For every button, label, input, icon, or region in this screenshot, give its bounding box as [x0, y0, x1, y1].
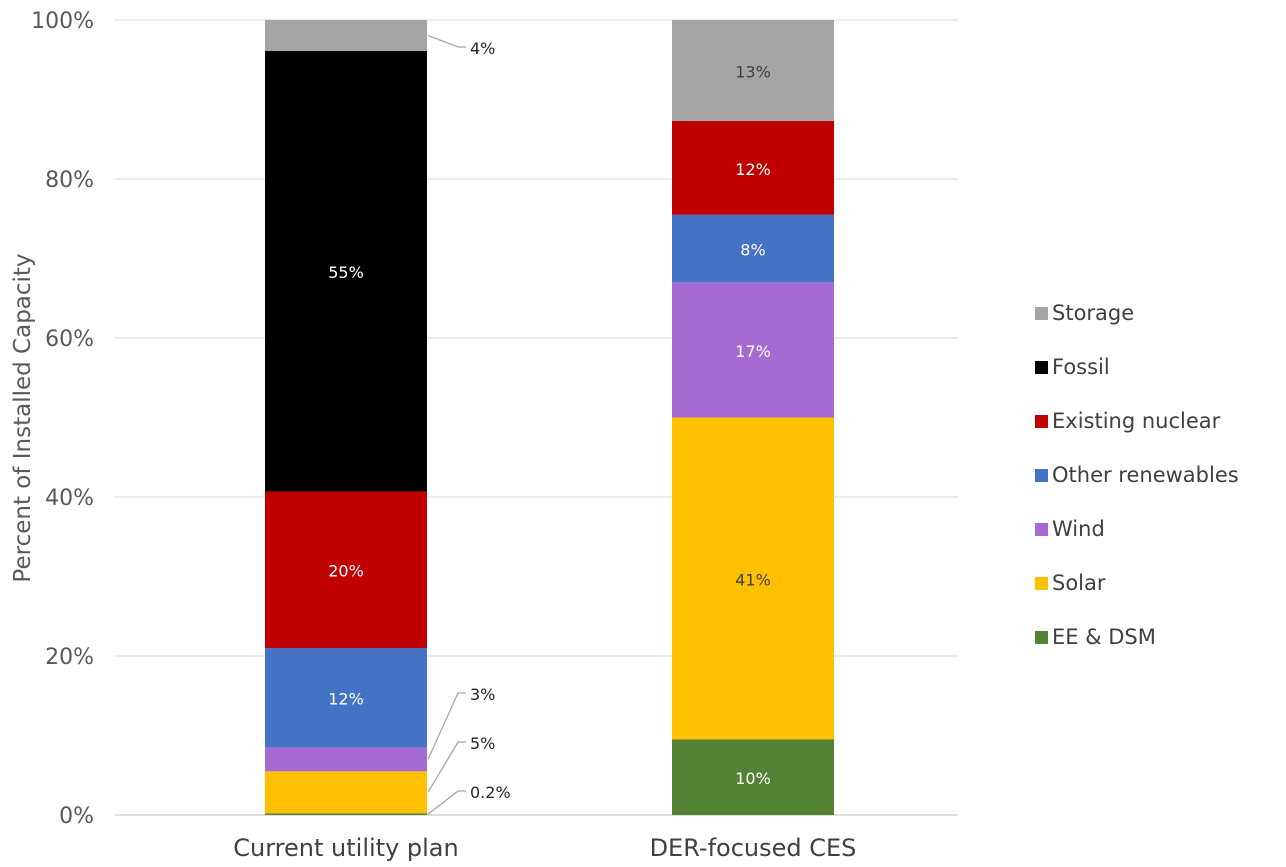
leader-line — [427, 741, 466, 793]
data-label: 3% — [470, 685, 495, 704]
legend-label: Fossil — [1052, 355, 1110, 379]
data-labels: 12% 20% 55% 10% 41% 17% 8% 12% 13% 4% 3% 5% 0.2% — [328, 39, 771, 802]
legend-swatch — [1035, 469, 1048, 482]
legend: Storage Fossil Existing nuclear Other renew… — [1035, 301, 1239, 649]
y-tick-label: 40% — [45, 486, 94, 511]
bar-segment — [265, 648, 427, 748]
bar-segment — [672, 417, 834, 740]
leader-lines — [427, 34, 466, 815]
legend-label: Existing nuclear — [1052, 409, 1221, 433]
data-label: 17% — [735, 342, 771, 361]
leader-line — [427, 790, 466, 815]
x-axis-categories: Current utility plan DER-focused CES — [233, 834, 856, 862]
legend-swatch — [1035, 361, 1048, 374]
leader-line — [427, 692, 466, 760]
data-label: 13% — [735, 62, 771, 81]
legend-label: Other renewables — [1052, 463, 1239, 487]
bar-segment — [672, 20, 834, 121]
y-tick-label: 100% — [31, 9, 94, 34]
y-tick-label: 60% — [45, 327, 94, 352]
data-label: 0.2% — [470, 783, 511, 802]
y-tick-label: 20% — [45, 645, 94, 670]
legend-swatch — [1035, 415, 1048, 428]
legend-swatch — [1035, 631, 1048, 644]
y-axis-label: Percent of Installed Capacity — [10, 253, 36, 582]
data-label: 10% — [735, 769, 771, 788]
data-label: 55% — [328, 263, 364, 282]
x-category-label: Current utility plan — [233, 834, 458, 862]
leader-line — [427, 34, 466, 48]
data-label: 12% — [328, 690, 364, 709]
data-label: 5% — [470, 734, 495, 753]
bar-segment — [265, 747, 427, 772]
y-axis-ticks: 0% 20% 40% 60% 80% 100% — [31, 9, 94, 829]
bar-segment — [672, 282, 834, 418]
legend-label: Wind — [1052, 517, 1105, 541]
legend-swatch — [1035, 307, 1048, 320]
data-label: 4% — [470, 39, 495, 58]
legend-label: Solar — [1052, 571, 1106, 595]
bars — [265, 20, 834, 815]
bar-segment — [265, 51, 427, 492]
bar-segment — [265, 491, 427, 649]
legend-label: Storage — [1052, 301, 1134, 325]
data-label: 12% — [735, 160, 771, 179]
data-label: 8% — [740, 241, 765, 260]
bar-segment — [672, 214, 834, 283]
bar-segment — [265, 771, 427, 814]
bar-segment — [672, 120, 834, 215]
y-tick-label: 0% — [59, 804, 94, 829]
x-category-label: DER-focused CES — [650, 834, 857, 862]
data-label: 20% — [328, 562, 364, 581]
legend-swatch — [1035, 523, 1048, 536]
bar-segment — [265, 20, 427, 52]
bar-segment — [672, 739, 834, 815]
bar-segment — [265, 813, 427, 815]
legend-swatch — [1035, 577, 1048, 590]
y-tick-label: 80% — [45, 168, 94, 193]
legend-label: EE & DSM — [1052, 625, 1156, 649]
data-label: 41% — [735, 570, 771, 589]
